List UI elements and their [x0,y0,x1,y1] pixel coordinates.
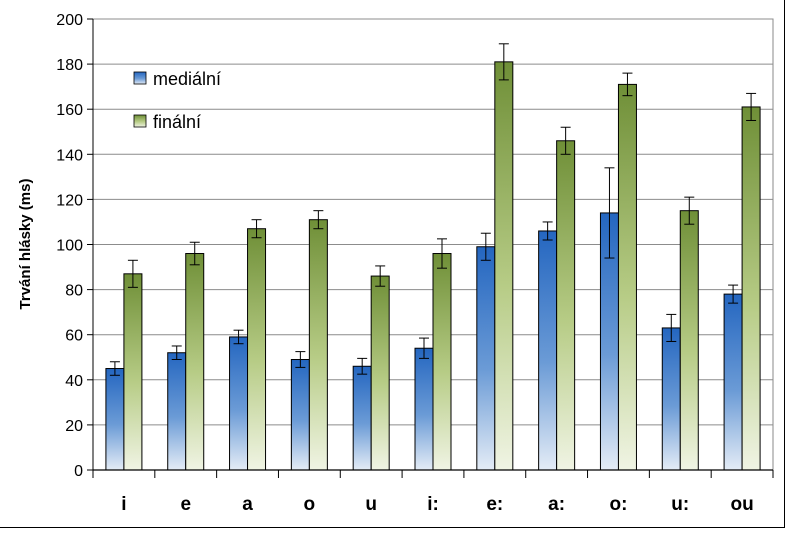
y-tick-label: 100 [56,238,83,255]
y-tick-label: 180 [56,57,83,74]
legend-swatch-medialni [133,71,147,85]
x-category-label: e [180,494,191,515]
x-category-label: ou [730,494,753,515]
legend-label-finalni: finální [153,112,201,132]
y-tick-label: 20 [65,418,83,435]
bars [105,43,761,471]
x-category-label: a [242,494,253,515]
legend: mediální finální [133,69,221,132]
x-category-label: e: [486,494,503,515]
chart-frame [0,0,785,528]
legend-label-medialni: mediální [153,69,221,89]
x-category-label: u: [671,494,689,515]
x-category-label: o [304,494,316,515]
y-tick-label: 160 [56,102,83,119]
y-tick-label: 0 [74,463,83,480]
x-category-label: o: [609,494,627,515]
y-tick-label: 200 [56,12,83,29]
legend-swatch-finalni [133,114,147,128]
x-category-label: u [365,494,377,515]
y-tick-label: 120 [56,192,83,209]
y-tick-label: 60 [65,328,83,345]
y-tick-label: 140 [56,147,83,164]
x-category-label: i: [427,494,439,515]
x-category-label: a: [548,494,565,515]
y-axis-label: Trvání hlásky (ms) [17,179,34,310]
x-category-label: i [121,494,126,515]
y-tick-label: 80 [65,283,83,300]
y-tick-label: 40 [65,373,83,390]
